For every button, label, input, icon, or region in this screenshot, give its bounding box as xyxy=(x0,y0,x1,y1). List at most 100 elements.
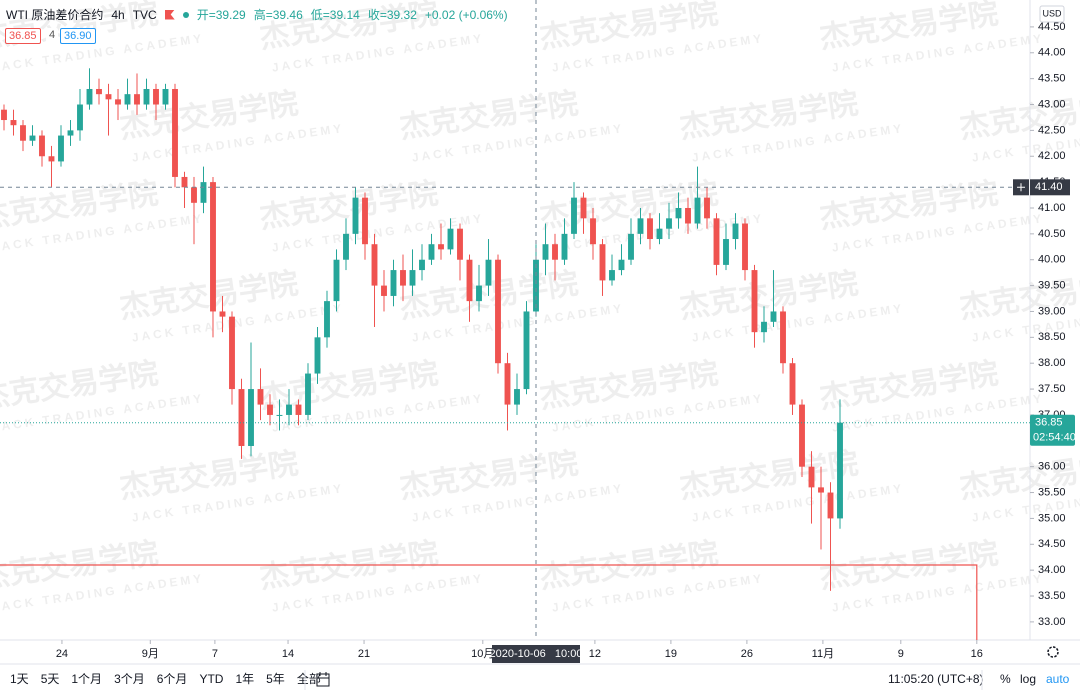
candle-body xyxy=(742,223,748,271)
candle-body xyxy=(210,182,216,312)
candle-body xyxy=(324,301,330,338)
x-tick-label: 21 xyxy=(358,648,370,660)
candle-body xyxy=(590,218,596,245)
y-tick-label: 39.00 xyxy=(1038,305,1066,317)
y-tick-label: 44.00 xyxy=(1038,47,1066,59)
candle-body xyxy=(362,197,368,245)
crosshair-price-box xyxy=(1030,179,1070,196)
range-button[interactable]: 全部 xyxy=(297,671,321,686)
candle-body xyxy=(704,197,710,219)
auto-button[interactable]: auto xyxy=(1046,672,1070,686)
range-button[interactable]: 1个月 xyxy=(71,672,102,686)
candle-body xyxy=(124,94,131,105)
candle-body xyxy=(96,88,102,95)
settings-icon[interactable] xyxy=(1047,646,1059,658)
crosshair-time-box xyxy=(491,645,580,663)
y-tick-label: 44.50 xyxy=(1038,21,1066,33)
range-button[interactable]: 1年 xyxy=(235,672,254,686)
range-button[interactable]: 5天 xyxy=(41,672,60,686)
candle-body xyxy=(438,244,444,250)
candle-body xyxy=(827,492,834,519)
range-button[interactable]: 6个月 xyxy=(157,672,188,686)
currency-box xyxy=(1039,5,1065,23)
high-label: 高=39.46 xyxy=(253,8,303,22)
x-tick-label: 9月 xyxy=(142,648,159,660)
candle-body xyxy=(343,233,349,260)
candle-body xyxy=(162,88,169,105)
ask-button[interactable]: 36.90 xyxy=(60,28,96,44)
candle-body xyxy=(400,270,406,286)
y-tick-label: 35.00 xyxy=(1038,512,1066,524)
y-tick-label: 41.00 xyxy=(1038,202,1066,214)
currency: USD xyxy=(1042,8,1062,18)
spread: 4 xyxy=(46,28,59,42)
candle-body xyxy=(685,207,691,224)
last-price-box xyxy=(1030,414,1075,446)
candle-body xyxy=(191,187,197,203)
percent-button[interactable]: % xyxy=(1000,672,1011,686)
candle-body xyxy=(371,244,378,286)
x-tick-label: 12 xyxy=(589,648,601,660)
candle-body xyxy=(751,270,758,333)
x-tick-label: 26 xyxy=(741,648,753,660)
flag[interactable] xyxy=(164,9,175,20)
candle-body xyxy=(761,321,767,333)
countdown-label: 02:54:40 xyxy=(1033,432,1076,444)
candle-body xyxy=(286,404,292,415)
candle-body xyxy=(789,363,796,405)
y-tick-label: 38.50 xyxy=(1038,331,1066,343)
x-tick-label: 24 xyxy=(56,648,68,660)
x-tick-label: 14 xyxy=(282,648,294,660)
bid-button[interactable]: 36.85 xyxy=(5,28,41,44)
candle-body xyxy=(305,373,311,415)
range-button[interactable]: YTD xyxy=(199,672,223,686)
date-range-icon[interactable] xyxy=(316,672,330,687)
candle-body xyxy=(732,223,739,240)
candle-body xyxy=(295,404,302,415)
candle-body xyxy=(542,244,549,260)
candle-body xyxy=(561,233,568,260)
candle-body xyxy=(181,176,188,188)
candle-body xyxy=(10,120,17,126)
candle-body xyxy=(580,197,587,219)
candle-body xyxy=(780,311,786,364)
y-tick-label: 36.00 xyxy=(1038,461,1066,473)
candle-body xyxy=(609,270,615,281)
candle-body xyxy=(143,88,150,105)
candle-body xyxy=(713,218,720,265)
candle-body xyxy=(267,404,273,415)
candle-body xyxy=(485,259,492,286)
candle-body xyxy=(571,197,577,234)
interval: 4h xyxy=(111,7,125,22)
y-tick-label: 42.50 xyxy=(1038,124,1066,136)
candle-body xyxy=(352,197,359,234)
candle-body xyxy=(229,316,235,390)
y-tick-label: 33.50 xyxy=(1038,590,1066,602)
range-button[interactable]: 1天 xyxy=(10,672,29,686)
candle-body xyxy=(333,259,340,302)
x-tick-label: 7 xyxy=(212,648,218,660)
candle-body xyxy=(599,244,606,281)
range-button[interactable]: 5年 xyxy=(266,672,285,686)
candle-body xyxy=(276,414,283,416)
candle-body xyxy=(552,244,558,260)
candle-body xyxy=(694,197,701,224)
candle-body xyxy=(20,125,26,141)
candle-body xyxy=(58,135,64,162)
log-button[interactable]: log xyxy=(1020,672,1036,686)
range-button[interactable]: 3个月 xyxy=(114,672,145,686)
y-tick-label: 40.50 xyxy=(1038,228,1066,240)
x-tick-label: 9 xyxy=(898,648,904,660)
